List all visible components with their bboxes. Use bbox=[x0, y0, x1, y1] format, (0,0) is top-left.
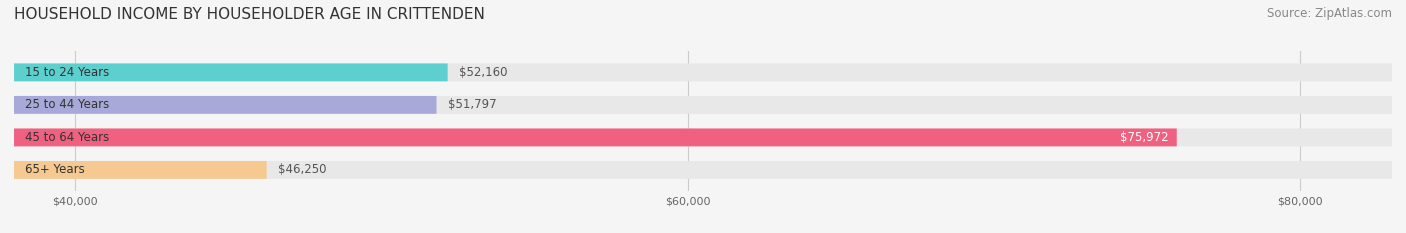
FancyBboxPatch shape bbox=[14, 63, 1392, 81]
Text: 15 to 24 Years: 15 to 24 Years bbox=[25, 66, 110, 79]
FancyBboxPatch shape bbox=[14, 128, 1392, 146]
FancyBboxPatch shape bbox=[14, 96, 1392, 114]
FancyBboxPatch shape bbox=[14, 96, 436, 114]
Text: 25 to 44 Years: 25 to 44 Years bbox=[25, 98, 110, 111]
Text: Source: ZipAtlas.com: Source: ZipAtlas.com bbox=[1267, 7, 1392, 20]
Text: 45 to 64 Years: 45 to 64 Years bbox=[25, 131, 110, 144]
FancyBboxPatch shape bbox=[14, 161, 1392, 179]
Text: 65+ Years: 65+ Years bbox=[25, 163, 84, 176]
Text: HOUSEHOLD INCOME BY HOUSEHOLDER AGE IN CRITTENDEN: HOUSEHOLD INCOME BY HOUSEHOLDER AGE IN C… bbox=[14, 7, 485, 22]
FancyBboxPatch shape bbox=[14, 63, 447, 81]
Text: $46,250: $46,250 bbox=[278, 163, 326, 176]
FancyBboxPatch shape bbox=[14, 161, 267, 179]
Text: $75,972: $75,972 bbox=[1119, 131, 1168, 144]
Text: $52,160: $52,160 bbox=[458, 66, 508, 79]
FancyBboxPatch shape bbox=[14, 128, 1177, 146]
Text: $51,797: $51,797 bbox=[447, 98, 496, 111]
